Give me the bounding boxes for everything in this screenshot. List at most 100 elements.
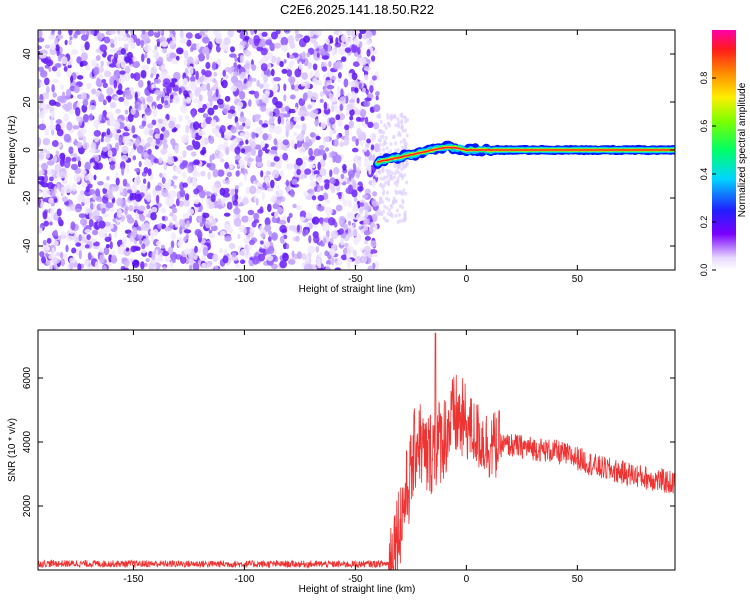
noise-cell [86, 82, 92, 90]
colorbar-tick-label: 0.4 [699, 168, 709, 181]
noise-cell [281, 216, 289, 222]
noise-cell [131, 125, 136, 134]
noise-cell [69, 36, 73, 41]
noise-cell [39, 70, 48, 78]
noise-cell [38, 190, 42, 196]
noise-cell [336, 134, 340, 140]
noise-cell [189, 265, 193, 270]
noise-cell [202, 46, 210, 55]
noise-cell [224, 131, 232, 140]
noise-cell [148, 263, 154, 270]
noise-cell [285, 162, 294, 170]
noise-cell [134, 138, 141, 147]
noise-cell [82, 196, 91, 205]
noise-cell [251, 148, 256, 156]
noise-cell [351, 147, 359, 153]
noise-cell [274, 211, 279, 219]
noise-cell [374, 260, 380, 270]
noise-cell [332, 155, 336, 163]
noise-cell [317, 149, 326, 156]
noise-cell [330, 230, 339, 240]
noise-cell [358, 82, 363, 90]
noise-cell [238, 116, 247, 123]
noise-cell [49, 221, 53, 226]
noise-cell [294, 124, 301, 130]
noise-cell [264, 224, 272, 232]
noise-cell [65, 244, 69, 253]
noise-cell [362, 87, 366, 93]
noise-cell [254, 91, 260, 99]
noise-cell [364, 97, 372, 102]
noise-cell [330, 248, 335, 258]
noise-cell [60, 186, 66, 196]
noise-cell [181, 172, 187, 178]
noise-cell [117, 30, 121, 35]
noise-cell [130, 108, 136, 115]
noise-cell [261, 191, 265, 201]
noise-cell [96, 32, 103, 42]
noise-cell [310, 92, 319, 101]
noise-cell [199, 221, 204, 227]
noise-cell [342, 199, 348, 207]
noise-cell [85, 185, 90, 193]
noise-cell [67, 61, 72, 66]
noise-cell [396, 165, 400, 170]
noise-cell [191, 109, 196, 118]
noise-cell [321, 55, 329, 60]
noise-cell [217, 143, 224, 151]
noise-cell [228, 67, 233, 74]
noise-cell [336, 85, 341, 93]
noise-cell [73, 33, 78, 39]
noise-cell [63, 113, 70, 122]
noise-cell [269, 150, 278, 155]
noise-cell [405, 180, 409, 185]
noise-cell [103, 246, 110, 256]
noise-cell [109, 38, 115, 45]
noise-cell [333, 167, 340, 175]
noise-cell [38, 176, 45, 181]
noise-cell [329, 128, 333, 138]
noise-cell [189, 81, 197, 90]
noise-cell [172, 214, 177, 222]
noise-cell [160, 41, 169, 47]
noise-cell [238, 196, 242, 201]
noise-cell [287, 259, 296, 265]
noise-cell [91, 238, 97, 243]
noise-cell [294, 106, 298, 112]
noise-cell [323, 238, 327, 243]
noise-cell [146, 136, 153, 143]
noise-cell [348, 170, 355, 179]
noise-cell [66, 121, 73, 131]
noise-cell [290, 138, 295, 148]
noise-cell [307, 62, 312, 70]
noise-cell [349, 99, 355, 104]
noise-cell [301, 51, 306, 60]
noise-cell [399, 190, 403, 195]
noise-cell [303, 35, 311, 43]
noise-cell [154, 89, 162, 95]
noise-cell [369, 249, 378, 255]
noise-cell [175, 55, 180, 61]
noise-cell [278, 138, 282, 143]
noise-cell [183, 236, 187, 242]
noise-cell [228, 243, 236, 250]
noise-cell [355, 116, 362, 122]
noise-cell [167, 246, 174, 255]
noise-cell [270, 179, 275, 189]
noise-cell [69, 261, 74, 270]
noise-cell [52, 257, 61, 264]
noise-cell [217, 198, 222, 206]
noise-cell [147, 123, 154, 129]
noise-cell [268, 124, 276, 133]
noise-cell [67, 101, 73, 111]
noise-cell [117, 36, 123, 42]
noise-cell [346, 232, 353, 238]
noise-cell [347, 199, 352, 208]
noise-cell [317, 194, 325, 202]
noise-cell [208, 232, 216, 239]
noise-cell [243, 130, 250, 140]
colorbar-tick-label: 0.6 [699, 120, 709, 133]
noise-cell [227, 30, 234, 38]
noise-cell [230, 46, 235, 53]
noise-cell [187, 165, 194, 174]
